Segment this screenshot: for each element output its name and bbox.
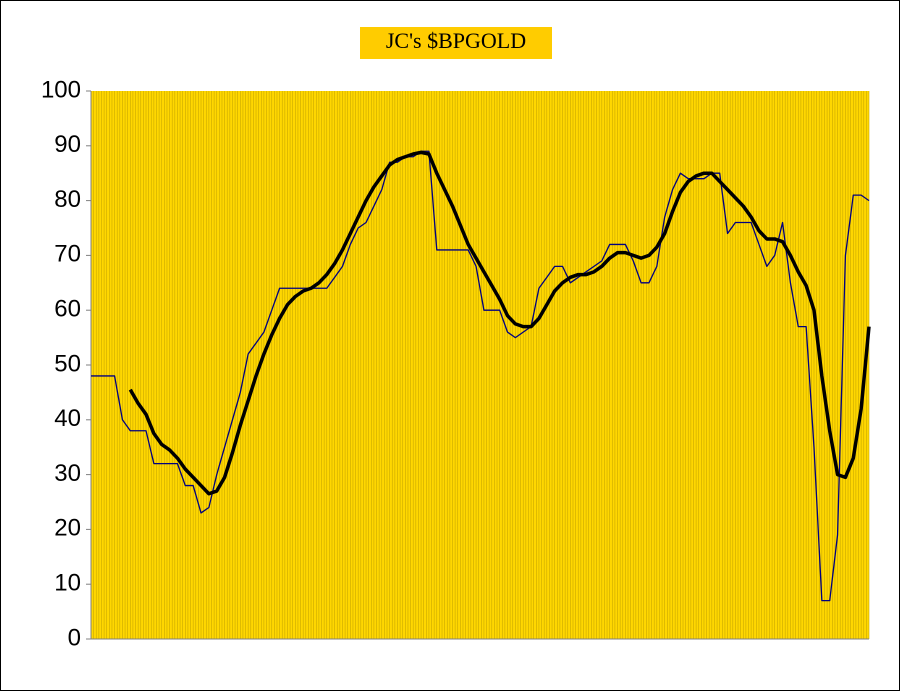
plot-area [91, 91, 869, 639]
y-tick-label: 80 [54, 186, 81, 213]
y-tick-label: 90 [54, 131, 81, 158]
series-line [91, 150, 870, 602]
chart-title: JC's $BPGOLD [386, 28, 526, 53]
y-tick-label: 40 [54, 405, 81, 432]
title-box [360, 27, 552, 59]
series-line [128, 150, 871, 496]
y-tick-label: 60 [54, 296, 81, 323]
y-tick-label: 100 [41, 76, 81, 103]
y-tick-label: 20 [54, 515, 81, 542]
y-tick-label: 70 [54, 241, 81, 268]
y-tick-label: 50 [54, 350, 81, 377]
y-tick-label: 10 [54, 570, 81, 597]
y-tick-label: 0 [68, 624, 81, 651]
y-tick-label: 30 [54, 460, 81, 487]
